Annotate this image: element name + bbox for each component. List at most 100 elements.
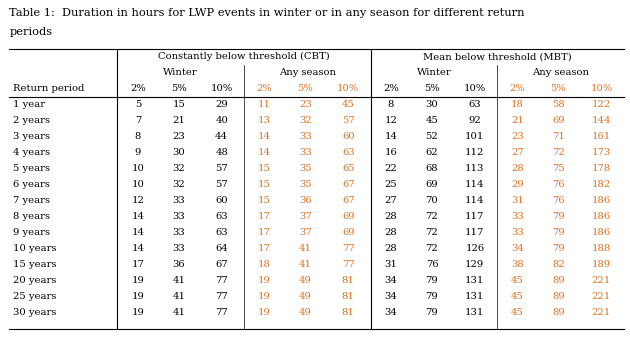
Text: 14: 14 (258, 148, 271, 157)
Text: 189: 189 (592, 260, 611, 269)
Text: 131: 131 (465, 276, 484, 285)
Text: 81: 81 (342, 308, 355, 317)
Text: 34: 34 (384, 308, 398, 317)
Text: 10%: 10% (337, 84, 359, 93)
Text: 21: 21 (511, 116, 524, 125)
Text: Any season: Any season (532, 68, 589, 77)
Text: 9 years: 9 years (13, 228, 50, 237)
Text: 79: 79 (552, 228, 565, 237)
Text: 101: 101 (465, 132, 484, 141)
Text: 79: 79 (552, 212, 565, 221)
Text: 5%: 5% (297, 84, 313, 93)
Text: 58: 58 (552, 100, 565, 109)
Text: 10: 10 (132, 164, 144, 173)
Text: 69: 69 (426, 180, 438, 189)
Text: 2 years: 2 years (13, 116, 50, 125)
Text: 131: 131 (465, 308, 484, 317)
Text: 89: 89 (552, 276, 565, 285)
Text: 15: 15 (258, 164, 271, 173)
Text: 79: 79 (552, 244, 565, 253)
Text: 2%: 2% (383, 84, 399, 93)
Text: 178: 178 (592, 164, 611, 173)
Text: 2%: 2% (510, 84, 525, 93)
Text: 89: 89 (552, 292, 565, 301)
Text: 8: 8 (388, 100, 394, 109)
Text: 4 years: 4 years (13, 148, 50, 157)
Text: 10: 10 (132, 180, 144, 189)
Text: 186: 186 (592, 228, 611, 237)
Text: Mean below threshold (MBT): Mean below threshold (MBT) (423, 52, 571, 61)
Text: 28: 28 (385, 244, 398, 253)
Text: 27: 27 (511, 148, 524, 157)
Text: 62: 62 (426, 148, 438, 157)
Text: 75: 75 (552, 164, 565, 173)
Text: 37: 37 (299, 228, 312, 237)
Text: 5%: 5% (171, 84, 186, 93)
Text: 18: 18 (511, 100, 524, 109)
Text: 57: 57 (215, 180, 228, 189)
Text: 114: 114 (465, 180, 484, 189)
Text: 15: 15 (258, 180, 271, 189)
Text: 28: 28 (385, 228, 398, 237)
Text: periods: periods (9, 27, 52, 37)
Text: 29: 29 (511, 180, 524, 189)
Text: 9: 9 (135, 148, 141, 157)
Text: 23: 23 (173, 132, 185, 141)
Text: 52: 52 (426, 132, 438, 141)
Text: Return period: Return period (13, 84, 84, 93)
Text: 72: 72 (426, 228, 438, 237)
Text: 41: 41 (173, 276, 185, 285)
Text: 33: 33 (511, 212, 524, 221)
Text: 221: 221 (592, 276, 611, 285)
Text: 76: 76 (553, 180, 565, 189)
Text: 19: 19 (132, 292, 144, 301)
Text: 49: 49 (299, 292, 312, 301)
Text: 114: 114 (465, 196, 484, 205)
Text: 221: 221 (592, 308, 611, 317)
Text: 14: 14 (132, 212, 144, 221)
Text: 15: 15 (173, 100, 185, 109)
Text: 113: 113 (465, 164, 484, 173)
Text: 33: 33 (173, 212, 185, 221)
Text: 25: 25 (385, 180, 398, 189)
Text: 10%: 10% (210, 84, 232, 93)
Text: 5%: 5% (424, 84, 440, 93)
Text: 126: 126 (465, 244, 484, 253)
Text: 79: 79 (426, 292, 438, 301)
Text: 19: 19 (132, 276, 144, 285)
Text: 67: 67 (342, 196, 355, 205)
Text: 81: 81 (342, 276, 355, 285)
Text: 23: 23 (299, 100, 312, 109)
Text: 45: 45 (342, 100, 355, 109)
Text: 131: 131 (465, 292, 484, 301)
Text: 34: 34 (511, 244, 524, 253)
Text: 30: 30 (426, 100, 438, 109)
Text: 30 years: 30 years (13, 308, 56, 317)
Text: 221: 221 (592, 292, 611, 301)
Text: 14: 14 (132, 244, 144, 253)
Text: 188: 188 (592, 244, 611, 253)
Text: 41: 41 (299, 244, 312, 253)
Text: 25 years: 25 years (13, 292, 56, 301)
Text: 1 year: 1 year (13, 100, 45, 109)
Text: 32: 32 (299, 116, 312, 125)
Text: 63: 63 (469, 100, 481, 109)
Text: 72: 72 (426, 244, 438, 253)
Text: 129: 129 (465, 260, 484, 269)
Text: 19: 19 (258, 308, 271, 317)
Text: 70: 70 (426, 196, 438, 205)
Text: 33: 33 (173, 228, 185, 237)
Text: 12: 12 (132, 196, 144, 205)
Text: 22: 22 (385, 164, 398, 173)
Text: 5 years: 5 years (13, 164, 50, 173)
Text: 112: 112 (465, 148, 484, 157)
Text: 34: 34 (384, 276, 398, 285)
Text: 182: 182 (592, 180, 611, 189)
Text: 6 years: 6 years (13, 180, 50, 189)
Text: 63: 63 (215, 228, 228, 237)
Text: 44: 44 (215, 132, 228, 141)
Text: 173: 173 (592, 148, 611, 157)
Text: 28: 28 (511, 164, 524, 173)
Text: Constantly below threshold (CBT): Constantly below threshold (CBT) (158, 52, 330, 61)
Text: 15 years: 15 years (13, 260, 56, 269)
